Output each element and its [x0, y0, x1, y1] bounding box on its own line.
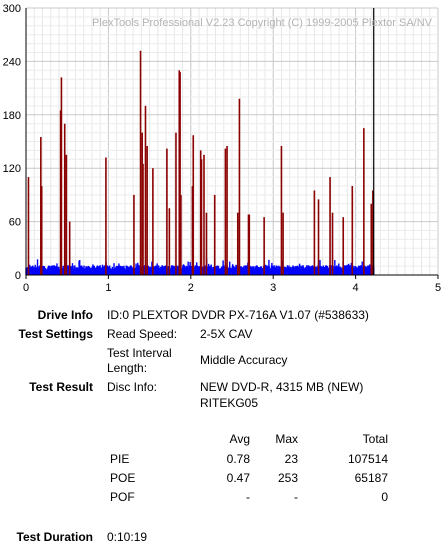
y-tick-label: 180	[3, 110, 21, 122]
stats-row-max: 253	[277, 471, 298, 485]
drive-info-label: Drive Info	[37, 308, 93, 322]
y-tick-label: 240	[3, 56, 21, 68]
x-tick-label: 0	[23, 282, 29, 294]
y-tick-label: 300	[3, 3, 21, 15]
chart-grid	[25, 7, 439, 276]
stats-row-name: POE	[110, 471, 136, 485]
disc-info-label: Disc Info:	[107, 380, 158, 394]
stats-row-name: PIE	[110, 452, 130, 466]
error-chart: 0 60 120 180 240 300 0 1 2 3 4 5 PlexTools Professi…	[3, 3, 441, 294]
test-interval-value: Middle Accuracy	[200, 353, 288, 367]
x-tick-label: 5	[435, 282, 441, 294]
pie-series	[25, 258, 375, 275]
x-tick-label: 2	[188, 282, 194, 294]
chart-title: PlexTools Professional V2.23 Copyright (…	[92, 17, 433, 29]
stats-row-max: 23	[284, 452, 298, 466]
disc-info-line2: RITEKG05	[200, 396, 259, 410]
read-speed-value: 2-5X CAV	[200, 327, 253, 341]
stats-row-total: 65187	[354, 471, 388, 485]
y-tick-label: 60	[9, 217, 21, 229]
stats-row-avg: 0.47	[226, 471, 250, 485]
test-interval-label-line2: Length:	[107, 361, 148, 375]
x-tick-label: 1	[105, 282, 111, 294]
x-tick-label: 4	[353, 282, 359, 294]
x-tick-label: 3	[270, 282, 276, 294]
stats-row-avg: -	[246, 490, 250, 504]
y-tick-label: 0	[15, 270, 21, 282]
test-interval-label-line1: Test Interval	[107, 346, 172, 360]
y-tick-label: 120	[3, 163, 21, 175]
stats-row-name: POF	[110, 490, 135, 504]
disc-info-line1: NEW DVD-R, 4315 MB (NEW)	[200, 380, 364, 394]
stats-header-avg: Avg	[229, 432, 250, 446]
test-settings-label: Test Settings	[18, 327, 93, 341]
stats-header-max: Max	[275, 432, 298, 446]
test-duration-value: 0:10:19	[107, 530, 148, 544]
poe-series	[27, 50, 374, 275]
drive-info-value: ID:0 PLEXTOR DVDR PX-716A V1.07 (#538633…	[107, 308, 369, 322]
stats-row-avg: 0.78	[226, 452, 250, 466]
read-speed-label: Read Speed:	[107, 327, 178, 341]
stats-header-total: Total	[362, 432, 388, 446]
chart-axes: 0 60 120 180 240 300 0 1 2 3 4 5	[3, 3, 441, 294]
stats-row-max: -	[294, 490, 298, 504]
stats-row-total: 0	[381, 490, 388, 504]
test-result-label: Test Result	[29, 380, 93, 394]
test-duration-label: Test Duration	[16, 530, 93, 544]
stats-row-total: 107514	[347, 452, 388, 466]
